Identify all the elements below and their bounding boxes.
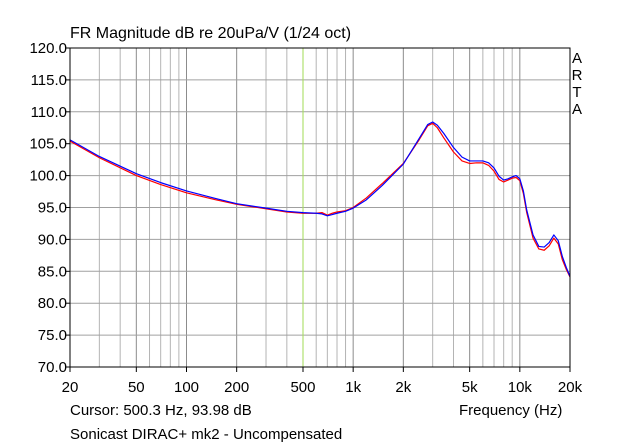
x-tick-label: 200 <box>224 379 249 396</box>
x-tick-label: 1k <box>345 379 361 396</box>
series-line-2 <box>69 121 571 277</box>
plot-border <box>69 47 571 368</box>
y-tick-label: 120.0 <box>29 40 67 57</box>
y-tick-label: 110.0 <box>31 104 67 121</box>
series-line-1 <box>69 122 571 278</box>
y-tick-label: 115.0 <box>31 72 67 89</box>
x-tick-label: 100 <box>174 379 199 396</box>
major-gridlines <box>69 48 571 367</box>
arta-letter: T <box>572 84 582 101</box>
x-tick-label: 2k <box>395 379 411 396</box>
plot-frame <box>65 47 571 372</box>
x-tick-label: 500 <box>290 379 315 396</box>
y-tick-label: 85.0 <box>38 263 67 280</box>
arta-letter: R <box>571 67 583 84</box>
y-tick-label: 90.0 <box>38 231 67 248</box>
x-axis-label: Frequency (Hz) <box>459 402 563 419</box>
y-tick-label: 70.0 <box>38 359 67 376</box>
arta-letter: A <box>571 50 582 67</box>
device-label: Sonicast DIRAC+ mk2 - Uncompensated <box>70 426 343 443</box>
y-tick-label: 95.0 <box>38 200 67 217</box>
y-tick-label: 80.0 <box>38 295 67 312</box>
arta-letter: A <box>571 101 582 118</box>
y-tick-label: 100.0 <box>29 168 67 185</box>
y-tick-label: 75.0 <box>38 327 67 344</box>
cursor-readout: Cursor: 500.3 Hz, 93.98 dB <box>70 402 252 419</box>
x-tick-label: 5k <box>462 379 478 396</box>
arta-watermark: A R T A <box>570 50 584 118</box>
x-tick-label: 50 <box>128 379 145 396</box>
x-tick-label: 20 <box>62 379 79 396</box>
x-tick-label: 20k <box>558 379 583 396</box>
chart-title: FR Magnitude dB re 20uPa/V (1/24 oct) <box>70 25 352 42</box>
series-layer <box>69 121 571 278</box>
y-tick-label: 105.0 <box>29 136 67 153</box>
tick-labels: 70.0 75.0 80.0 85.0 90.0 95.0 100.0 105.0 110.0 1… <box>29 40 582 396</box>
x-tick-label: 10k <box>508 379 533 396</box>
